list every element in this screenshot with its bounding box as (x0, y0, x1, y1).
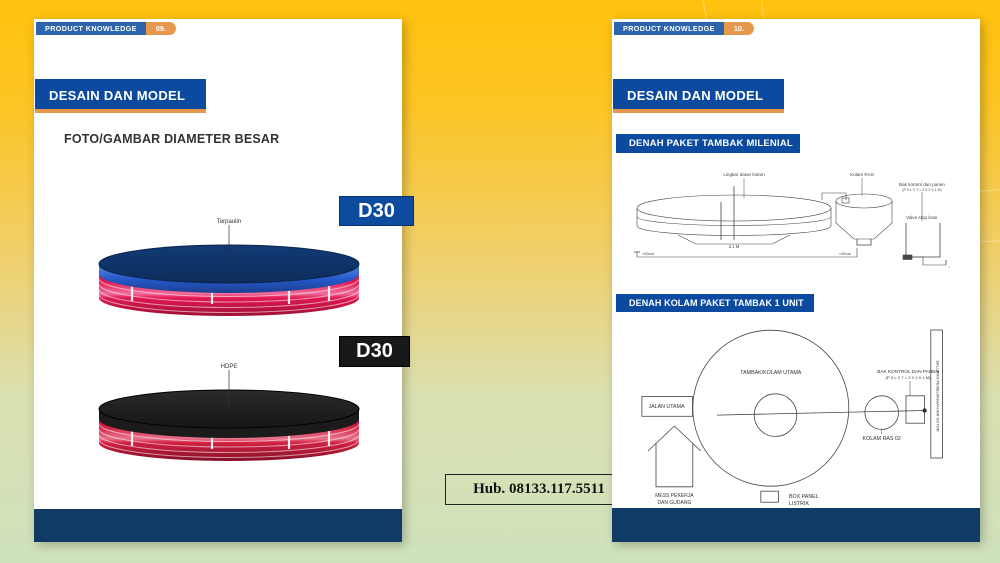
svg-text:SALURAN PEMBUANGAN AIR KOTOR: SALURAN PEMBUANGAN AIR KOTOR (936, 360, 941, 431)
svg-text:DAN GUDANG: DAN GUDANG (657, 500, 691, 506)
svg-text:Terpaulin: Terpaulin (217, 219, 241, 225)
svg-text:(P X L X T = 2 X 2 X 1 M): (P X L X T = 2 X 2 X 1 M) (886, 375, 932, 380)
svg-text:JALAN UTAMA: JALAN UTAMA (648, 404, 685, 410)
svg-text:HDPE: HDPE (221, 364, 238, 370)
svg-text:BAK KONTROL DAN PANEN: BAK KONTROL DAN PANEN (877, 369, 938, 374)
svg-text:KOLAM RAS 02: KOLAM RAS 02 (863, 436, 901, 442)
svg-text:BOX PANEL: BOX PANEL (789, 494, 819, 500)
svg-text:MESS PEKERJA: MESS PEKERJA (655, 493, 694, 499)
svg-text:TAMBAK/KOLAM UTAMA: TAMBAK/KOLAM UTAMA (740, 370, 801, 376)
svg-text:LISTRIK: LISTRIK (789, 501, 809, 507)
